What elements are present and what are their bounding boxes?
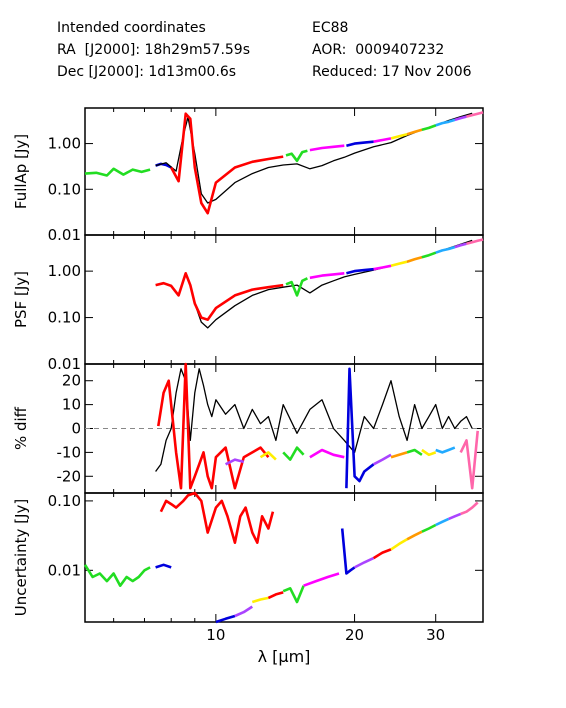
diff-ytick-label: 0 [71, 420, 81, 438]
psf-series-cyan [435, 245, 456, 254]
diff-ytick-label: -10 [57, 443, 82, 461]
psf-series-green [421, 251, 437, 259]
diff-series-pink [459, 430, 479, 490]
uncertainty-series-green [282, 585, 305, 604]
fullap-series-black [155, 112, 473, 204]
diff-series-magenta [309, 448, 345, 459]
uncertainty-series-purple [234, 605, 254, 618]
psf-frame [84, 234, 484, 365]
uncertainty-series-cyan [435, 517, 450, 527]
fullap-series-green [84, 167, 151, 177]
psf-ytick-label: 0.10 [48, 309, 81, 327]
x-tick-label: 20 [345, 626, 364, 644]
psf-series-yellow [390, 260, 408, 268]
fullap-series-green [421, 124, 437, 132]
diff-ytick-label: 20 [62, 372, 81, 390]
diff-series-black [155, 368, 473, 472]
uncertainty-series-red [372, 548, 392, 560]
psf-series-pink [466, 238, 484, 245]
uncertainty-series-yellow [390, 538, 408, 551]
uncertainty-series-red [159, 491, 275, 545]
psf-ytick-label: 0.01 [48, 355, 81, 373]
intended-coordinates-label: Intended coordinates [57, 20, 206, 36]
diff-series-purple [372, 453, 392, 466]
x-tick-label: 30 [426, 626, 445, 644]
psf-series-magenta [309, 272, 345, 280]
fullap-series-cyan [435, 118, 456, 127]
fullap-series-red [170, 112, 284, 215]
ra-label: RA [J2000]: 18h29m57.59s [57, 42, 250, 58]
diff-series-blue [345, 367, 375, 489]
diff-series-yellow [421, 448, 437, 457]
uncertainty-series-green [421, 523, 437, 533]
fullap-series-magenta [373, 137, 392, 143]
fullap-ylabel: FullAp [Jy] [12, 134, 30, 209]
psf-series-orange [406, 255, 423, 263]
fullap-series-yellow [390, 132, 408, 140]
reduced-date: Reduced: 17 Nov 2006 [312, 64, 472, 80]
psf-series-purple [454, 242, 467, 249]
fullap-ytick-label: 0.10 [48, 180, 81, 198]
uncertainty-series-blue [155, 563, 172, 569]
diff-series-green [282, 446, 305, 461]
diff-series-yellow [259, 451, 277, 461]
diff-series-red [157, 362, 270, 490]
uncertainty-series-green [83, 564, 151, 588]
dec-label: Dec [J2000]: 1d13m00.6s [57, 64, 237, 80]
diff-ytick-label: -20 [57, 467, 82, 485]
psf-series-green [285, 277, 308, 297]
psf-series-red [155, 271, 284, 322]
uncertainty-series-yellow [251, 596, 269, 604]
uncertainty-series-orange [406, 530, 423, 541]
x-tick-label: 10 [206, 626, 225, 644]
psf-series-magenta [373, 264, 392, 271]
plot-header: Intended coordinates RA [J2000]: 18h29m5… [0, 0, 566, 90]
fullap-series-blue [346, 140, 374, 147]
uncertainty-series-magenta [303, 572, 340, 587]
psf-ytick-label: 1.00 [48, 262, 81, 280]
fullap-series-magenta [309, 144, 345, 152]
diff-ylabel: % diff [12, 406, 30, 450]
diff-series-green [406, 448, 423, 456]
target-name: EC88 [312, 20, 349, 36]
aor-label: AOR: 0009407232 [312, 42, 445, 58]
uncertainty-ytick-label: 0.01 [48, 561, 81, 579]
uncertainty-ytick-label: 0.10 [48, 492, 81, 510]
uncertainty-series-pink [460, 501, 479, 516]
fullap-ytick-label: 0.01 [48, 226, 81, 244]
uncertainty-series-purple [354, 556, 375, 569]
uncertainty-series-blue [215, 614, 236, 624]
uncertainty-ylabel: Uncertainty [Jy] [12, 499, 30, 616]
diff-series-purple [225, 458, 245, 466]
uncertainty-series-red [267, 591, 284, 600]
diff-ytick-label: 10 [62, 396, 81, 414]
diff-series-orange [390, 451, 408, 459]
diff-series-cyan [435, 446, 456, 454]
uncertainty-frame [84, 492, 484, 623]
fullap-ytick-label: 1.00 [48, 135, 81, 153]
fullap-series-orange [406, 128, 423, 136]
fullap-series-green [285, 149, 308, 163]
psf-series-blue [346, 267, 374, 275]
uncertainty-series-blue [340, 528, 356, 575]
fullap-series-pink [466, 111, 484, 118]
uncertainty-series-purple [448, 512, 462, 521]
psf-ylabel: PSF [Jy] [12, 271, 30, 328]
fullap-series-purple [454, 115, 467, 122]
x-axis-label: λ [μm] [258, 647, 311, 666]
